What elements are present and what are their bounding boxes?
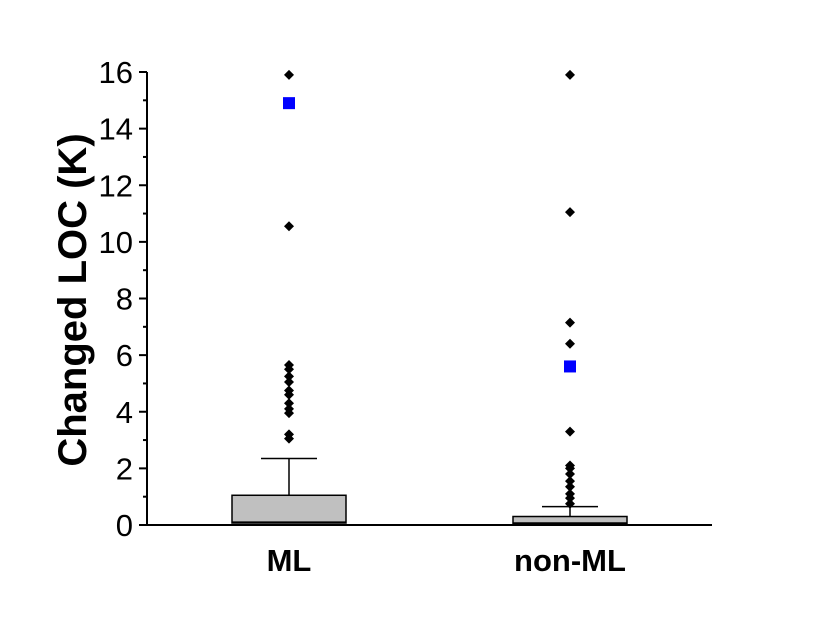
outlier-point [565,460,575,471]
outlier-point [565,498,575,509]
y-tick-label: 4 [116,395,133,430]
outlier-point [565,488,575,499]
outlier-point [565,426,575,437]
outlier-point [565,317,575,328]
mean-marker [283,97,295,110]
box-non-ml [512,69,628,525]
outlier-point [565,469,575,480]
outlier-point [284,429,294,440]
outlier-point [284,371,294,382]
y-tick-label: 0 [116,508,133,543]
y-tick-label: 12 [99,168,133,203]
outlier-point [565,338,575,349]
outlier-point [565,476,575,487]
y-tick-label: 2 [116,451,133,486]
y-tick-label: 16 [99,55,133,90]
outlier-point [284,398,294,409]
mean-marker [564,360,576,373]
box-ml [231,69,347,524]
outlier-point [284,377,294,388]
y-tick-label: 6 [116,338,133,373]
outlier-point [284,385,294,396]
y-axis-title: Changed LOC (K) [51,133,95,466]
box-iqr [512,515,628,525]
outlier-point [565,69,575,80]
category-label: non-ML [514,543,626,578]
y-tick-label: 10 [99,225,133,260]
box-iqr [231,494,347,524]
outlier-point [284,403,294,414]
y-ticks: 0 2 4 6 8 10 12 14 16 [99,55,147,543]
boxes [231,69,628,525]
x-labels: ML non-ML [267,543,626,578]
outlier-point [284,69,294,80]
outlier-point [284,221,294,232]
outlier-point [565,207,575,218]
outlier-point [565,481,575,492]
y-tick-label: 14 [99,112,133,147]
outlier-point [284,360,294,371]
category-label: ML [267,543,312,578]
y-tick-label: 8 [116,282,133,317]
